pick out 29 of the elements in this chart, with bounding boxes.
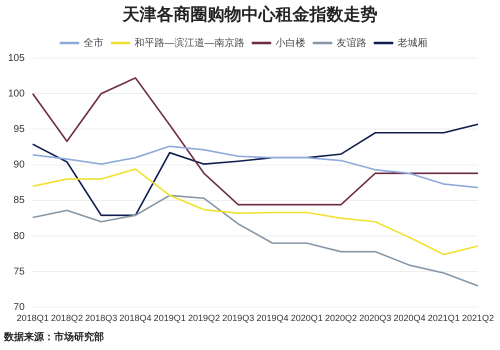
chart-title: 天津各商圈购物中心租金指数走势: [121, 4, 378, 27]
x-tick-label: 2018Q4: [119, 313, 152, 324]
legend-label: 友谊路: [336, 36, 366, 49]
y-tick-label: 105: [8, 52, 26, 64]
legend-label: 和平路—滨江道—南京路: [134, 36, 244, 49]
y-tick-label: 90: [14, 160, 26, 171]
x-tick-label: 2018Q1: [16, 313, 49, 324]
legend-label: 小白楼: [276, 36, 306, 49]
y-tick-label: 80: [14, 230, 26, 242]
x-tick-label: 2018Q2: [50, 313, 83, 324]
y-tick-label: 100: [8, 88, 26, 100]
y-tick-label: 95: [14, 124, 26, 135]
source-note: 数据来源：市场研究部: [2, 330, 105, 344]
y-tick-label: 70: [14, 302, 26, 313]
x-tick-label: 2020Q1: [290, 313, 323, 324]
x-tick-label: 2020Q4: [393, 313, 426, 324]
x-tick-label: 2020Q3: [359, 313, 392, 324]
legend-label: 老城厢: [398, 36, 428, 49]
x-tick-label: 2019Q4: [256, 313, 288, 324]
x-tick-label: 2021Q1: [428, 313, 460, 324]
y-tick-label: 75: [14, 266, 26, 278]
x-tick-label: 2019Q1: [154, 313, 186, 324]
y-tick-label: 85: [14, 195, 26, 206]
legend-label: 全市: [84, 36, 104, 49]
x-tick-label: 2021Q2: [462, 313, 494, 324]
x-tick-label: 2018Q3: [85, 313, 118, 324]
x-tick-label: 2019Q2: [188, 313, 220, 324]
x-tick-label: 2019Q3: [222, 313, 254, 324]
x-tick-label: 2020Q2: [324, 313, 357, 324]
